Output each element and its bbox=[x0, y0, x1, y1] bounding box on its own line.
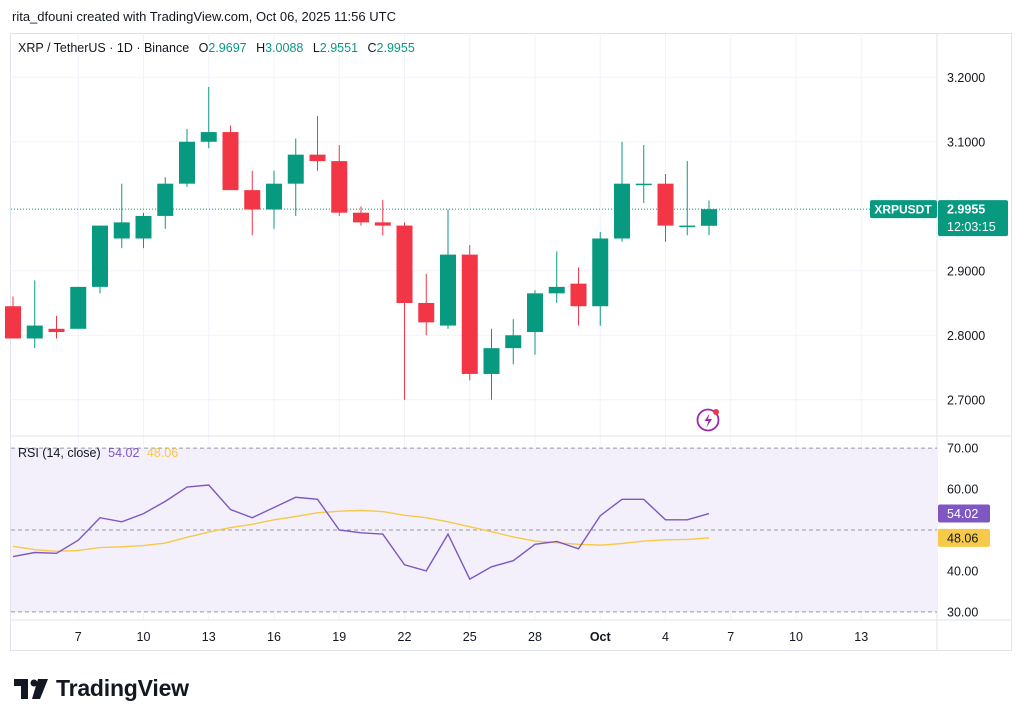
candle-body[interactable] bbox=[353, 212, 369, 223]
rsi-band bbox=[11, 208, 937, 613]
price-badges: XRPUSDT 2.9955 12:03:15 54.02 48.06 bbox=[870, 200, 1008, 547]
candle-body[interactable] bbox=[635, 183, 652, 186]
candle-body[interactable] bbox=[374, 222, 391, 226]
candle-body[interactable] bbox=[287, 154, 304, 184]
rsi-tick-label: 40.00 bbox=[947, 564, 978, 578]
axes: 2.7000 2.8000 2.9000 3.1000 3.2000 30.00 40.00… bbox=[75, 71, 986, 644]
rsi-ma-badge-label: 48.06 bbox=[947, 531, 978, 545]
flash-icon[interactable] bbox=[696, 408, 720, 432]
rsi-title[interactable]: RSI (14, close) bbox=[18, 446, 101, 460]
last-price-badge bbox=[938, 200, 1008, 237]
candle-body[interactable] bbox=[222, 132, 239, 191]
candle-body[interactable] bbox=[135, 215, 152, 239]
rsi-lines bbox=[12, 484, 710, 581]
price-tick-label: 2.9000 bbox=[947, 264, 985, 278]
candle-body[interactable] bbox=[396, 225, 413, 303]
candle-body[interactable] bbox=[179, 141, 195, 184]
candle-body[interactable] bbox=[548, 286, 565, 294]
candle-body[interactable] bbox=[48, 328, 65, 333]
candle-body[interactable] bbox=[92, 225, 108, 287]
candle-body[interactable] bbox=[266, 183, 282, 210]
symbol-badge-label: XRPUSDT bbox=[874, 203, 932, 217]
candle-body[interactable] bbox=[26, 325, 43, 339]
candle-body[interactable] bbox=[157, 183, 174, 216]
candle-body[interactable] bbox=[701, 209, 717, 226]
high-value: 3.0088 bbox=[265, 41, 304, 55]
rsi-value: 54.02 bbox=[108, 446, 140, 460]
time-tick-label: 22 bbox=[398, 630, 412, 644]
footer-brand[interactable]: TradingView bbox=[14, 675, 189, 702]
candle-body[interactable] bbox=[592, 238, 609, 307]
close-label: C bbox=[367, 41, 377, 55]
candles bbox=[5, 86, 717, 400]
tradingview-logo-icon bbox=[14, 678, 48, 699]
countdown-label: 12:03:15 bbox=[947, 220, 996, 234]
symbol-badge bbox=[870, 200, 937, 219]
close-value: 2.9955 bbox=[376, 41, 415, 55]
rsi-legend: RSI (14, close) 54.02 48.06 bbox=[18, 446, 178, 460]
candle-body[interactable] bbox=[505, 335, 522, 349]
last-price-label: 2.9955 bbox=[947, 203, 985, 217]
low-value: 2.9551 bbox=[319, 41, 359, 55]
time-tick-label: 19 bbox=[332, 630, 346, 644]
candle-body[interactable] bbox=[527, 293, 543, 333]
price-tick-label: 3.2000 bbox=[947, 71, 985, 85]
rsi-ma-badge bbox=[938, 528, 990, 547]
candle-body[interactable] bbox=[331, 161, 348, 213]
candle-body[interactable] bbox=[5, 306, 21, 339]
time-tick-label: 10 bbox=[137, 630, 151, 644]
candle-body[interactable] bbox=[657, 183, 674, 226]
price-tick-label: 3.1000 bbox=[947, 135, 985, 149]
time-tick-label: 25 bbox=[463, 630, 477, 644]
rsi-value-badge-label: 54.02 bbox=[947, 507, 978, 521]
ohlc-legend: XRP / TetherUS · 1D · Binance O2.9697 H3… bbox=[18, 41, 415, 55]
candle-body[interactable] bbox=[614, 183, 630, 239]
high-label: H bbox=[256, 41, 266, 55]
time-tick-label: Oct bbox=[590, 630, 612, 644]
rsi-tick-label: 70.00 bbox=[947, 442, 978, 456]
time-tick-label: 7 bbox=[75, 630, 82, 644]
brand-name: TradingView bbox=[56, 675, 189, 701]
rsi-value-badge bbox=[938, 504, 990, 523]
candle-body[interactable] bbox=[200, 132, 217, 142]
time-tick-label: 28 bbox=[528, 630, 542, 644]
candle-body[interactable] bbox=[418, 303, 435, 323]
candle-body[interactable] bbox=[679, 225, 696, 228]
candle-body[interactable] bbox=[113, 222, 130, 239]
candle-body[interactable] bbox=[440, 254, 456, 326]
open-label: O bbox=[198, 41, 209, 55]
candle-body[interactable] bbox=[244, 190, 261, 210]
rsi-tick-label: 60.00 bbox=[947, 483, 978, 497]
candle-body[interactable] bbox=[70, 286, 87, 329]
time-tick-label: 13 bbox=[854, 630, 868, 644]
price-tick-label: 2.7000 bbox=[947, 393, 985, 407]
chart-attribution: rita_dfouni created with TradingView.com… bbox=[12, 9, 396, 24]
candle-body[interactable] bbox=[570, 283, 587, 307]
rsi-ma-value: 48.06 bbox=[146, 446, 179, 460]
time-tick-label: 13 bbox=[202, 630, 216, 644]
rsi-tick-label: 30.00 bbox=[947, 605, 978, 619]
rsi-line bbox=[12, 484, 710, 581]
open-value: 2.9697 bbox=[208, 41, 247, 55]
rsi-ma-line bbox=[12, 509, 710, 552]
time-tick-label: 16 bbox=[267, 630, 281, 644]
chart-frame bbox=[10, 33, 1012, 651]
time-tick-label: 7 bbox=[727, 630, 734, 644]
candle-body[interactable] bbox=[309, 154, 326, 162]
candle-body[interactable] bbox=[483, 348, 500, 374]
time-tick-label: 10 bbox=[789, 630, 803, 644]
low-label: L bbox=[312, 41, 320, 55]
time-tick-label: 4 bbox=[662, 630, 669, 644]
candle-body[interactable] bbox=[461, 254, 478, 374]
symbol-title[interactable]: XRP / TetherUS · 1D · Binance bbox=[18, 41, 190, 55]
price-tick-label: 2.8000 bbox=[947, 329, 985, 343]
